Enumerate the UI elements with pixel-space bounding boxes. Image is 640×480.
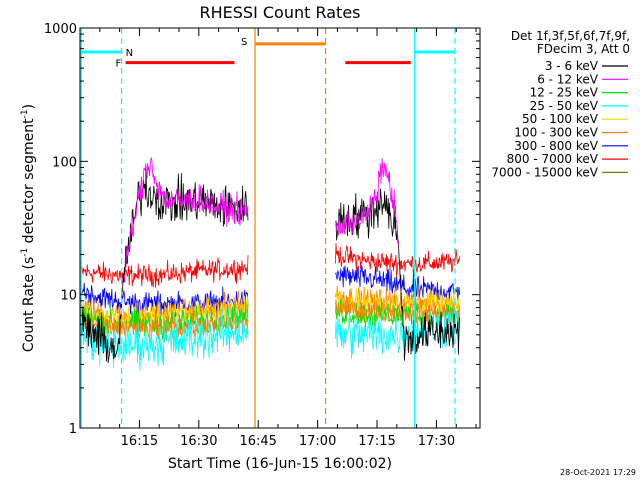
y-axis-label-mid: detector segment <box>21 118 37 248</box>
series-6-segment-1 <box>335 310 460 359</box>
flag-label-f: F <box>116 59 122 70</box>
y-axis-label-main: Count Rate (s <box>21 257 37 352</box>
legend-label-1: 6 - 12 keV <box>537 72 599 86</box>
legend-header-line-1: Det 1f,3f,5f,6f,7f,9f, <box>511 29 630 43</box>
x-axis-label: Start Time (16-Jun-15 16:00:02) <box>168 456 392 472</box>
x-tick-label: 16:15 <box>121 434 158 449</box>
legend-label-7: 800 - 7000 keV <box>507 152 599 166</box>
series-6 <box>80 307 460 371</box>
plot-frame <box>79 27 481 429</box>
y-axis-label-sup2: -1 <box>20 109 30 118</box>
x-tick-label: 16:30 <box>180 434 217 449</box>
legend-label-4: 50 - 100 keV <box>522 112 599 126</box>
series-0-segment-0 <box>80 255 249 288</box>
legend-label-0: 3 - 6 keV <box>545 59 599 73</box>
series-0 <box>80 243 460 288</box>
series-8 <box>123 157 399 283</box>
chart-title: RHESSI Count Rates <box>200 3 361 22</box>
y-axis-label-end: ) <box>21 104 37 109</box>
y-tick-label: 10 <box>60 289 77 304</box>
legend-label-8: 7000 - 15000 keV <box>491 165 598 179</box>
series-0-segment-1 <box>335 243 460 277</box>
y-tick-label: 1000 <box>44 22 77 37</box>
series-8-segment-0 <box>123 157 249 283</box>
y-tick-label: 1 <box>69 422 77 437</box>
legend-label-3: 25 - 50 keV <box>530 99 599 113</box>
legend-label-2: 12 - 25 keV <box>530 86 599 100</box>
series-8-segment-1 <box>335 158 399 246</box>
marker-layer: NF S <box>80 28 456 428</box>
x-tick-label: 17:30 <box>418 434 455 449</box>
x-tick-label: 16:45 <box>239 434 276 449</box>
flag-label-n: N <box>126 48 133 59</box>
legend-label-5: 100 - 300 keV <box>514 126 598 140</box>
y-axis-label: Count Rate (s-1 detector segment-1) <box>20 104 37 352</box>
legend-label-6: 300 - 800 keV <box>514 139 598 153</box>
legend: Det 1f,3f,5f,6f,7f,9f, FDecim 3, Att 0 3… <box>491 29 630 179</box>
footer-timestamp: 28-Oct-2021 17:29 <box>560 468 636 477</box>
y-axis-label-sup1: -1 <box>20 248 30 257</box>
flag-label-s: S <box>241 37 247 48</box>
y-tick-label: 100 <box>52 155 77 170</box>
x-tick-label: 17:15 <box>358 434 395 449</box>
x-tick-label: 17:00 <box>299 434 336 449</box>
series-6-segment-0 <box>80 307 249 371</box>
series-layer <box>80 157 460 371</box>
ticks-layer: 16:15 16:30 16:45 17:00 17:15 17:30 1 10 100 1000 <box>44 22 480 449</box>
legend-header-line-2: FDecim 3, Att 0 <box>537 42 630 56</box>
